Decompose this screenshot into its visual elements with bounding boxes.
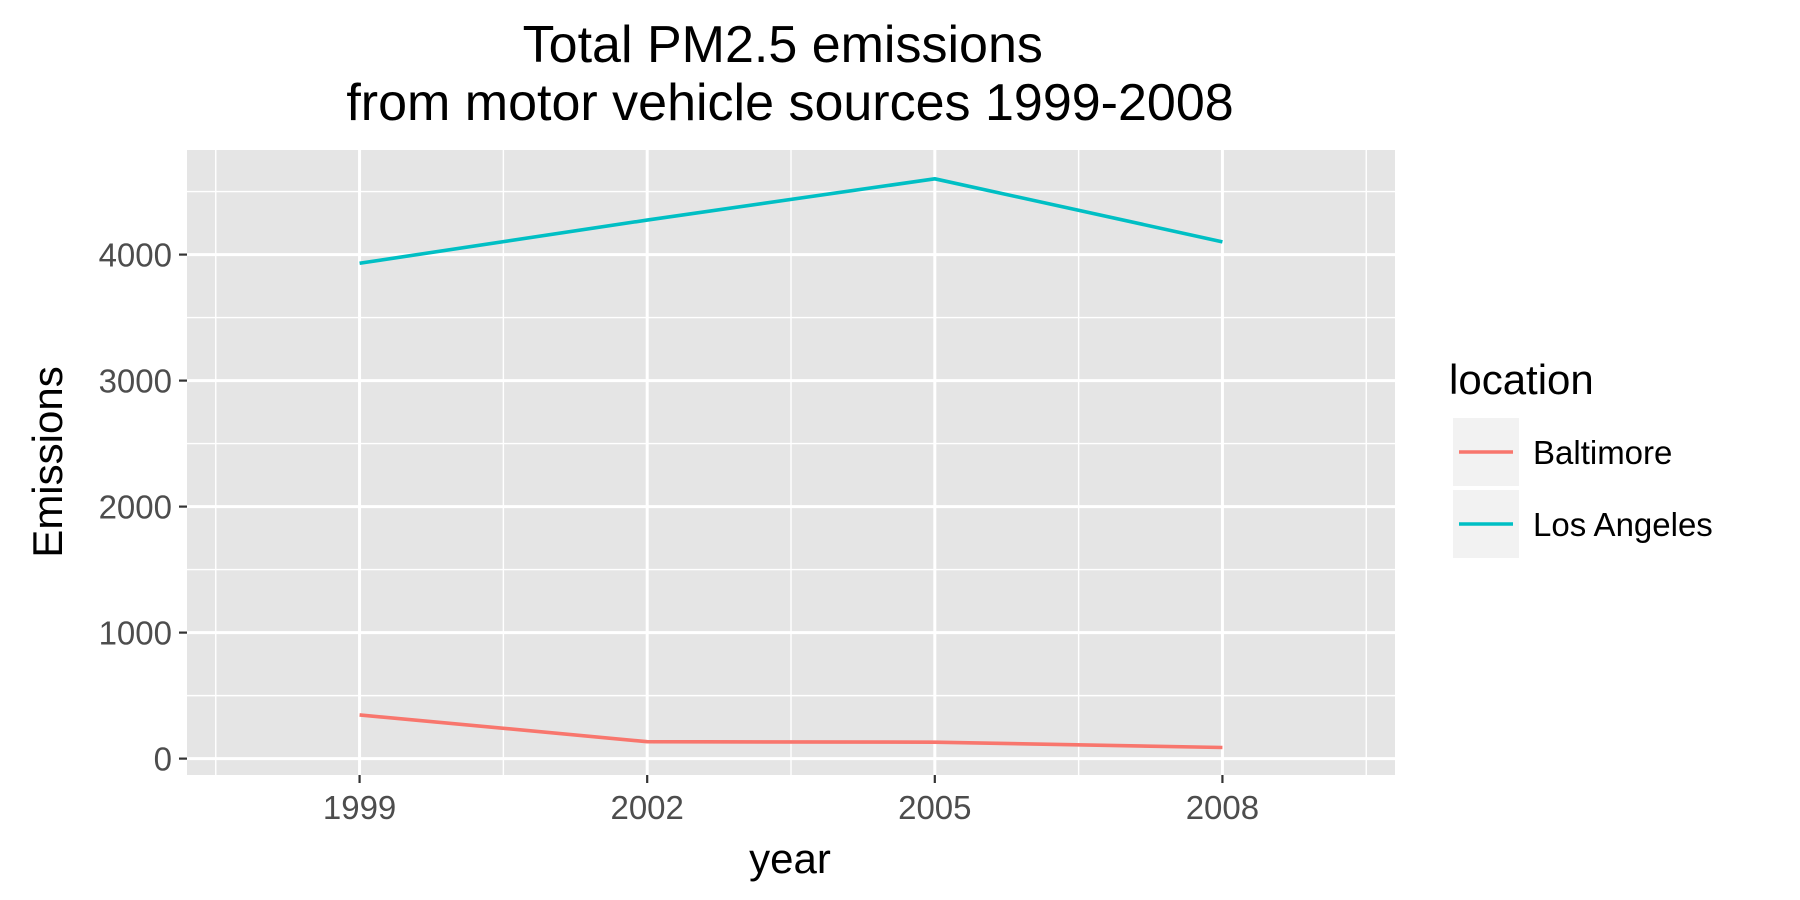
y-tick-label: 0 xyxy=(154,741,172,778)
legend-label-baltimore: Baltimore xyxy=(1533,434,1672,471)
legend: location Baltimore Los Angeles xyxy=(1449,356,1713,558)
y-tick-label: 1000 xyxy=(99,615,172,652)
x-tick-label: 2008 xyxy=(1186,789,1259,826)
series-lines xyxy=(359,177,1223,750)
x-tick-label: 2002 xyxy=(610,789,683,826)
y-axis-title: Emissions xyxy=(24,366,71,557)
y-tick-label: 4000 xyxy=(99,237,172,274)
chart-title: Total PM2.5 emissions from motor vehicle… xyxy=(346,16,1233,132)
x-tick-label: 2005 xyxy=(898,789,971,826)
x-axis-title: year xyxy=(749,835,831,882)
x-tick-label: 1999 xyxy=(323,789,396,826)
major-gridlines xyxy=(187,150,1395,775)
legend-label-los-angeles: Los Angeles xyxy=(1533,506,1713,543)
legend-items: Baltimore Los Angeles xyxy=(1453,418,1713,558)
series-line-baltimore xyxy=(359,713,1223,750)
y-tick-label: 3000 xyxy=(99,363,172,400)
series-line-los-angeles xyxy=(359,177,1223,266)
legend-title: location xyxy=(1449,356,1594,403)
chart-title-line-2: from motor vehicle sources 1999-2008 xyxy=(346,74,1233,132)
y-tick-label: 2000 xyxy=(99,489,172,526)
chart-title-line-1: Total PM2.5 emissions xyxy=(523,16,1043,74)
y-axis-ticks: 0 1000 2000 3000 4000 xyxy=(99,237,187,778)
x-axis-ticks: 1999 2002 2005 2008 xyxy=(323,775,1259,826)
